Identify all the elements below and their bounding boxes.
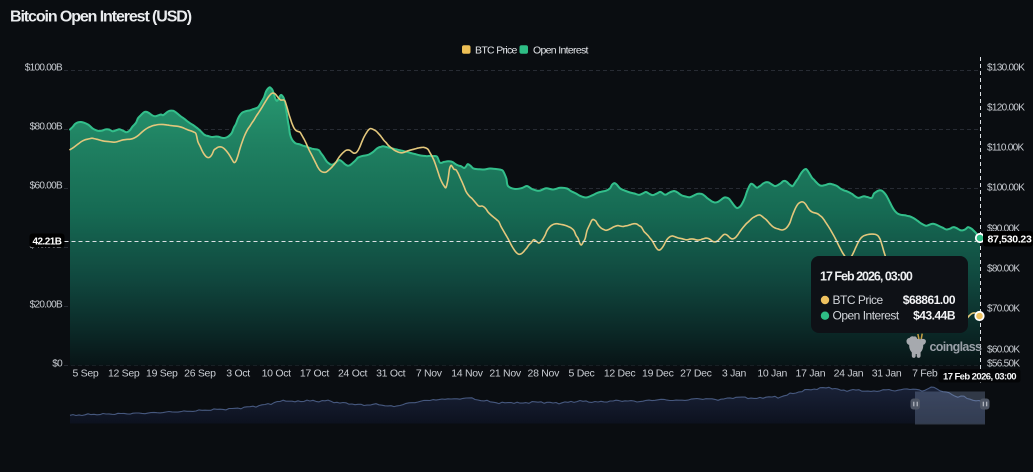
svg-text:3 Oct: 3 Oct — [226, 368, 250, 380]
svg-text:$60.00K: $60.00K — [987, 345, 1020, 356]
svg-text:Bitcoin Open Interest (USD): Bitcoin Open Interest (USD) — [10, 9, 192, 26]
svg-text:coinglass: coinglass — [930, 340, 983, 354]
svg-text:$90.00K: $90.00K — [987, 224, 1020, 235]
svg-text:BTC Price: BTC Price — [833, 293, 884, 307]
svg-text:27 Dec: 27 Dec — [680, 368, 712, 380]
svg-text:$80.00K: $80.00K — [987, 264, 1020, 275]
svg-text:17 Oct: 17 Oct — [300, 368, 330, 380]
svg-text:17 Feb 2026, 03:00: 17 Feb 2026, 03:00 — [943, 371, 1016, 382]
svg-text:BTC Price: BTC Price — [475, 44, 518, 56]
svg-text:12 Dec: 12 Dec — [604, 368, 636, 380]
svg-text:$0: $0 — [52, 359, 63, 370]
svg-text:$60.00B: $60.00B — [30, 181, 63, 192]
svg-text:5 Dec: 5 Dec — [569, 368, 595, 380]
svg-text:$130.00K: $130.00K — [987, 63, 1025, 74]
svg-text:26 Sep: 26 Sep — [184, 368, 216, 380]
svg-text:28 Nov: 28 Nov — [528, 368, 561, 380]
svg-text:$43.44B: $43.44B — [913, 309, 956, 323]
svg-text:5 Sep: 5 Sep — [73, 368, 99, 380]
svg-text:7 Nov: 7 Nov — [416, 368, 443, 380]
svg-text:$20.00B: $20.00B — [30, 300, 63, 311]
svg-text:7 Feb: 7 Feb — [912, 368, 938, 380]
svg-text:$120.00K: $120.00K — [987, 103, 1025, 114]
svg-text:$100.00B: $100.00B — [25, 63, 63, 74]
svg-text:12 Sep: 12 Sep — [108, 368, 140, 380]
svg-text:21 Nov: 21 Nov — [489, 368, 522, 380]
svg-text:42.21B: 42.21B — [33, 237, 62, 248]
svg-text:17 Feb 2026, 03:00: 17 Feb 2026, 03:00 — [820, 270, 913, 284]
svg-text:Open Interest: Open Interest — [833, 309, 900, 323]
svg-text:19 Dec: 19 Dec — [642, 368, 674, 380]
svg-text:$68861.00: $68861.00 — [903, 293, 956, 307]
svg-text:3 Jan: 3 Jan — [722, 368, 747, 380]
svg-text:19 Sep: 19 Sep — [146, 368, 178, 380]
svg-text:$80.00B: $80.00B — [30, 122, 63, 133]
svg-text:31 Jan: 31 Jan — [872, 368, 902, 380]
svg-text:10 Jan: 10 Jan — [757, 368, 787, 380]
svg-text:31 Oct: 31 Oct — [376, 368, 406, 380]
svg-text:17 Jan: 17 Jan — [796, 368, 826, 380]
svg-text:$56.50K: $56.50K — [987, 359, 1020, 370]
svg-text:$70.00K: $70.00K — [987, 304, 1020, 315]
svg-text:10 Oct: 10 Oct — [262, 368, 292, 380]
svg-text:$110.00K: $110.00K — [987, 143, 1025, 154]
svg-text:14 Nov: 14 Nov — [451, 368, 484, 380]
svg-text:$100.00K: $100.00K — [987, 183, 1025, 194]
svg-text:24 Jan: 24 Jan — [834, 368, 864, 380]
svg-text:Open Interest: Open Interest — [533, 44, 589, 56]
svg-text:24 Oct: 24 Oct — [338, 368, 368, 380]
svg-text:87,530.23: 87,530.23 — [988, 234, 1032, 246]
